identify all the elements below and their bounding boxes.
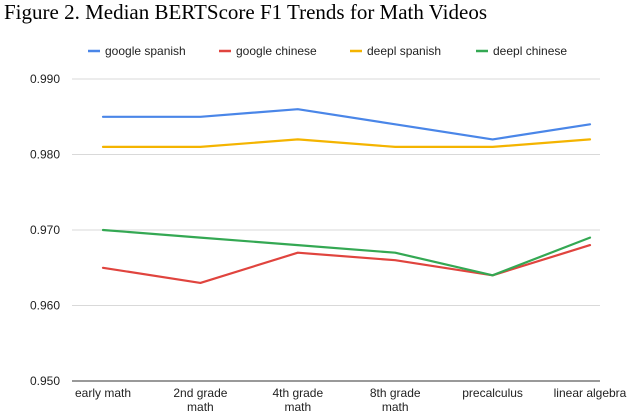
x-tick-label: 2nd grade math	[173, 386, 227, 411]
x-tick-label: early math	[75, 386, 131, 400]
legend-label: deepl chinese	[493, 44, 567, 58]
series-line	[101, 244, 592, 284]
grid-lines	[72, 78, 600, 382]
y-tick-label: 0.950	[30, 374, 60, 388]
x-tick-label: precalculus	[462, 386, 523, 400]
x-tick-label: 4th grade math	[272, 386, 323, 411]
y-axis-ticks: 0.950 0.960 0.970 0.980 0.990	[30, 72, 60, 388]
y-tick-label: 0.990	[30, 72, 60, 86]
legend-label: google chinese	[236, 44, 317, 58]
series-lines	[101, 108, 592, 284]
y-tick-label: 0.980	[30, 148, 60, 162]
x-tick-label: 8th grade math	[370, 386, 421, 411]
figure-title: Figure 2. Median BERTScore F1 Trends for…	[4, 0, 487, 24]
series-line	[101, 228, 592, 277]
x-tick-label: linear algebra	[554, 386, 627, 400]
legend: google spanish google chinese deepl spanis…	[88, 44, 567, 58]
y-tick-label: 0.970	[30, 223, 60, 237]
y-tick-label: 0.960	[30, 299, 60, 313]
series-line	[101, 138, 592, 148]
legend-label: deepl spanish	[367, 44, 441, 58]
series-line	[101, 108, 592, 141]
x-axis-ticks: early math 2nd grade math 4th grade math 8th …	[75, 386, 627, 411]
legend-label: google spanish	[105, 44, 186, 58]
